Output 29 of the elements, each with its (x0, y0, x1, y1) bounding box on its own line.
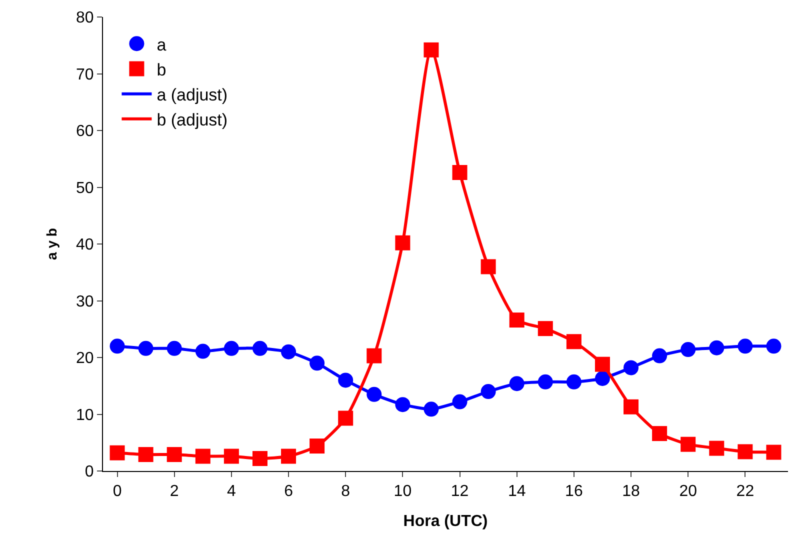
x-tick-label: 10 (394, 483, 412, 500)
x-tick-label: 8 (341, 483, 350, 500)
y-tick-label: 30 (76, 293, 94, 310)
y-axis-title: a y b (44, 228, 60, 260)
x-tick-label: 12 (450, 483, 469, 500)
y-tick-label: 20 (76, 350, 94, 368)
legend-label: a (adjust) (156, 85, 228, 104)
legend-label: b (adjust) (156, 110, 228, 130)
legend-label: b (156, 60, 166, 80)
point (766, 444, 782, 460)
y-tick-label: 40 (76, 236, 94, 254)
x-tick-label: 2 (170, 483, 179, 500)
x-tick-label: 20 (679, 483, 698, 500)
x-tick-label: 14 (508, 483, 526, 500)
point (110, 445, 125, 460)
y-tick-label: 80 (76, 10, 94, 27)
y-tick-label: 50 (76, 180, 94, 197)
y-tick-label: 60 (76, 123, 94, 140)
y-tick-label: 0 (84, 464, 94, 481)
x-tick-label: 0 (112, 483, 122, 500)
x-tick-label: 16 (565, 483, 583, 500)
x-tick-label: 22 (736, 483, 754, 500)
x-tick-label: 6 (284, 483, 294, 500)
legend-label: a (156, 35, 167, 54)
y-tick-label: 70 (76, 66, 94, 84)
x-axis-title: Hora (UTC) (403, 512, 488, 530)
x-tick-label: 18 (622, 483, 640, 500)
x-tick-label: 4 (226, 483, 236, 500)
y-tick-label: 10 (76, 406, 94, 424)
